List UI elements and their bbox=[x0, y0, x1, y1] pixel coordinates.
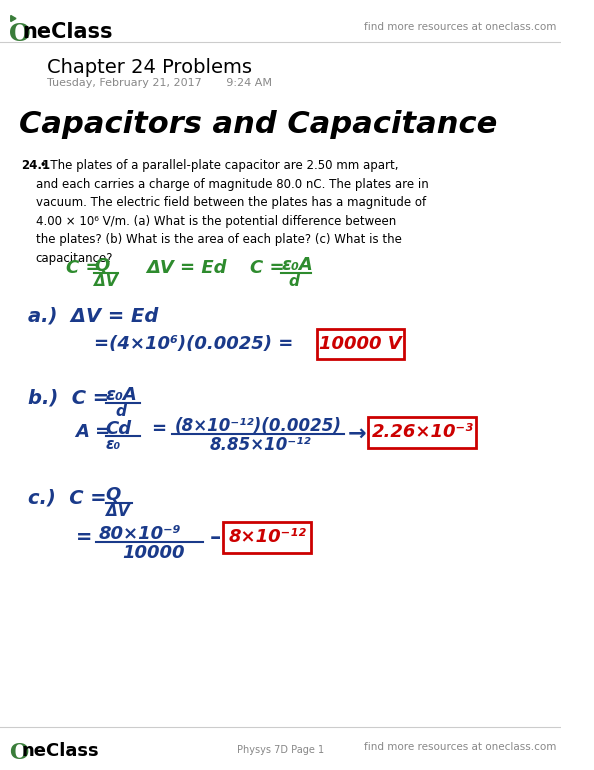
Text: O: O bbox=[10, 742, 29, 765]
Text: Q: Q bbox=[106, 485, 121, 504]
Text: neClass: neClass bbox=[23, 22, 113, 42]
Text: ΔV = Ed: ΔV = Ed bbox=[146, 259, 227, 277]
Text: =: = bbox=[151, 420, 166, 438]
Text: A =: A = bbox=[75, 424, 110, 441]
Text: ε₀A: ε₀A bbox=[106, 386, 137, 403]
Text: ΔV: ΔV bbox=[94, 274, 118, 289]
Text: a.)  ΔV = Ed: a.) ΔV = Ed bbox=[29, 307, 159, 326]
Text: =: = bbox=[75, 528, 92, 547]
Text: d: d bbox=[115, 403, 126, 419]
Text: –: – bbox=[210, 528, 221, 548]
Text: 10000: 10000 bbox=[123, 544, 185, 562]
Text: ε₀: ε₀ bbox=[106, 437, 121, 453]
Text: 8.85×10⁻¹²: 8.85×10⁻¹² bbox=[210, 437, 311, 454]
Text: 10000 V: 10000 V bbox=[319, 335, 402, 353]
Text: Cd: Cd bbox=[106, 420, 132, 438]
Text: d: d bbox=[289, 274, 299, 289]
Text: ε₀A: ε₀A bbox=[281, 256, 313, 274]
Text: Capacitors and Capacitance: Capacitors and Capacitance bbox=[19, 109, 497, 139]
Text: O: O bbox=[10, 22, 31, 46]
Text: Chapter 24 Problems: Chapter 24 Problems bbox=[47, 58, 252, 77]
FancyBboxPatch shape bbox=[223, 522, 311, 553]
Text: ΔV: ΔV bbox=[106, 504, 129, 519]
Text: c.)  C =: c.) C = bbox=[29, 488, 107, 507]
FancyBboxPatch shape bbox=[317, 329, 404, 359]
Text: find more resources at oneclass.com: find more resources at oneclass.com bbox=[365, 22, 557, 32]
Text: C =: C = bbox=[250, 259, 285, 277]
Text: (8×10⁻¹²)(0.0025): (8×10⁻¹²)(0.0025) bbox=[175, 417, 342, 434]
Text: =(4×10⁶)(0.0025) =: =(4×10⁶)(0.0025) = bbox=[94, 335, 294, 353]
Text: 24.1: 24.1 bbox=[21, 159, 50, 172]
Text: Physys 7D Page 1: Physys 7D Page 1 bbox=[237, 745, 324, 755]
Text: 2.26×10⁻³: 2.26×10⁻³ bbox=[372, 424, 474, 441]
FancyBboxPatch shape bbox=[368, 417, 476, 448]
Text: neClass: neClass bbox=[22, 742, 99, 760]
Text: • The plates of a parallel-plate capacitor are 2.50 mm apart,
and each carries a: • The plates of a parallel-plate capacit… bbox=[36, 159, 429, 265]
Text: Q: Q bbox=[94, 256, 110, 274]
Text: →: → bbox=[347, 424, 366, 444]
Text: 80×10⁻⁹: 80×10⁻⁹ bbox=[99, 525, 182, 543]
Text: C =: C = bbox=[66, 259, 101, 277]
Text: find more resources at oneclass.com: find more resources at oneclass.com bbox=[365, 742, 557, 752]
Text: 8×10⁻¹²: 8×10⁻¹² bbox=[228, 528, 306, 546]
Text: b.)  C =: b.) C = bbox=[29, 389, 109, 407]
Text: Tuesday, February 21, 2017       9:24 AM: Tuesday, February 21, 2017 9:24 AM bbox=[47, 78, 272, 88]
